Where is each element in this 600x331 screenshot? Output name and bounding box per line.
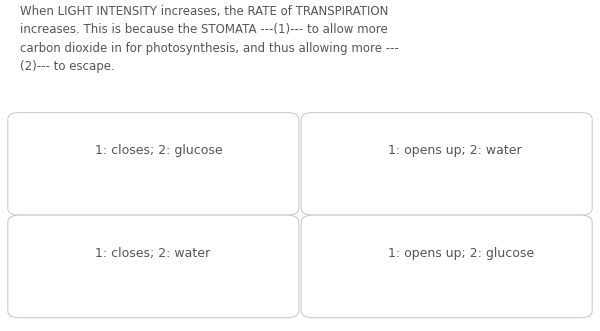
Text: When LIGHT INTENSITY increases, the RATE of TRANSPIRATION
increases. This is bec: When LIGHT INTENSITY increases, the RATE… <box>20 5 398 73</box>
Text: 1: closes; 2: water: 1: closes; 2: water <box>95 247 209 260</box>
Text: 1: opens up; 2: water: 1: opens up; 2: water <box>388 144 521 157</box>
Text: 1: closes; 2: glucose: 1: closes; 2: glucose <box>95 144 222 157</box>
Text: 1: opens up; 2: glucose: 1: opens up; 2: glucose <box>388 247 534 260</box>
FancyBboxPatch shape <box>8 215 299 318</box>
FancyBboxPatch shape <box>301 113 592 215</box>
FancyBboxPatch shape <box>8 113 299 215</box>
FancyBboxPatch shape <box>301 215 592 318</box>
